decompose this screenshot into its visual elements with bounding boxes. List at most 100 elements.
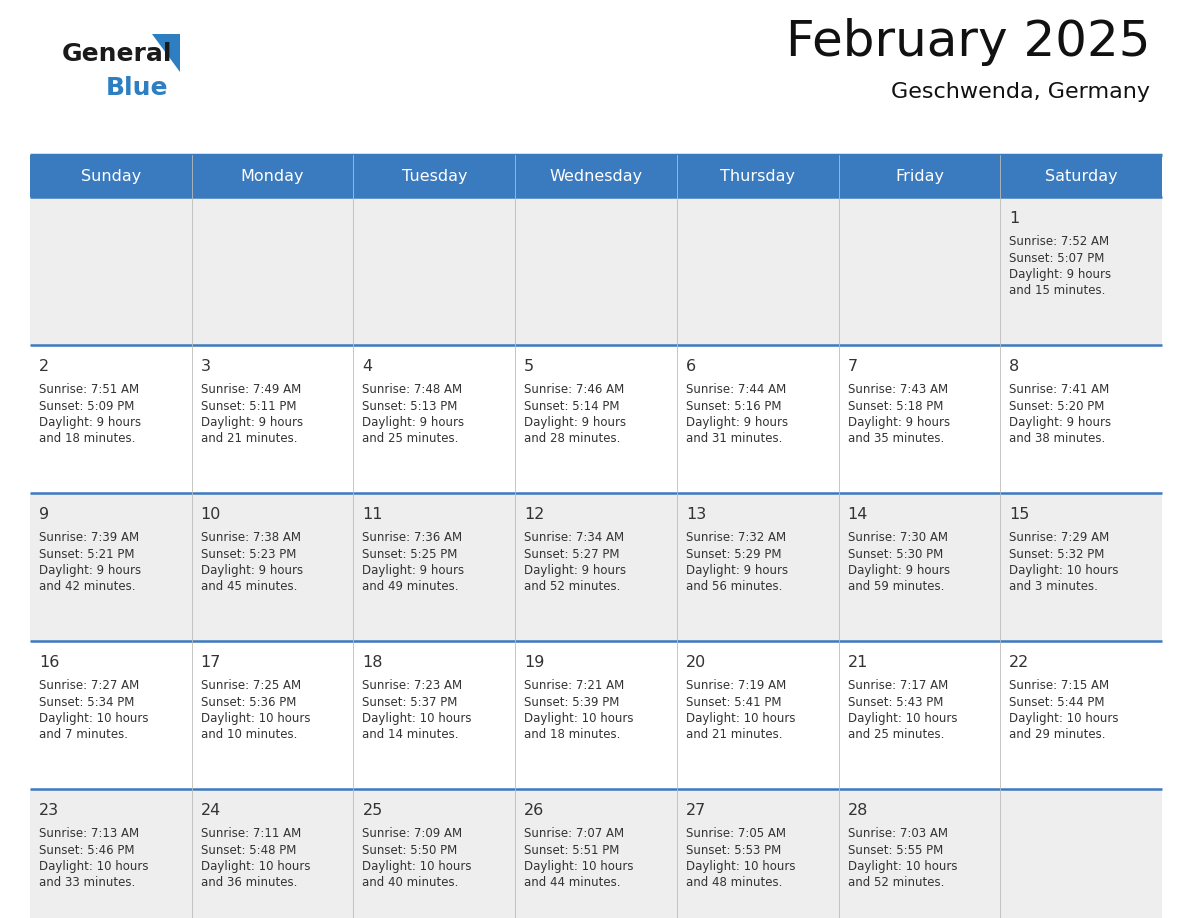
Text: Sunset: 5:20 PM: Sunset: 5:20 PM [1010,399,1105,412]
Text: Sunset: 5:51 PM: Sunset: 5:51 PM [524,844,619,856]
Text: Sunrise: 7:09 AM: Sunrise: 7:09 AM [362,827,462,840]
Text: 15: 15 [1010,507,1030,522]
Text: Daylight: 10 hours: Daylight: 10 hours [39,860,148,873]
Bar [30,197,1162,345]
Text: Sunrise: 7:44 AM: Sunrise: 7:44 AM [685,383,786,396]
Text: 8: 8 [1010,359,1019,374]
Bar [30,345,1162,493]
Text: Daylight: 10 hours: Daylight: 10 hours [847,712,958,725]
Text: and 21 minutes.: and 21 minutes. [685,729,783,742]
Text: Sunrise: 7:32 AM: Sunrise: 7:32 AM [685,531,786,544]
Text: and 40 minutes.: and 40 minutes. [362,877,459,890]
Text: Sunset: 5:39 PM: Sunset: 5:39 PM [524,696,619,709]
Text: 24: 24 [201,803,221,818]
Text: Daylight: 10 hours: Daylight: 10 hours [524,712,633,725]
Text: 20: 20 [685,655,706,670]
Text: and 18 minutes.: and 18 minutes. [39,432,135,445]
Text: Sunrise: 7:49 AM: Sunrise: 7:49 AM [201,383,301,396]
Text: Sunset: 5:41 PM: Sunset: 5:41 PM [685,696,782,709]
Text: Daylight: 9 hours: Daylight: 9 hours [362,416,465,429]
Text: 27: 27 [685,803,706,818]
Text: Daylight: 9 hours: Daylight: 9 hours [685,564,788,577]
Text: and 52 minutes.: and 52 minutes. [524,580,620,594]
Text: Sunset: 5:25 PM: Sunset: 5:25 PM [362,547,457,561]
Text: and 21 minutes.: and 21 minutes. [201,432,297,445]
Text: Sunset: 5:23 PM: Sunset: 5:23 PM [201,547,296,561]
Text: Sunrise: 7:07 AM: Sunrise: 7:07 AM [524,827,624,840]
Text: 1: 1 [1010,211,1019,226]
Text: Sunrise: 7:30 AM: Sunrise: 7:30 AM [847,531,948,544]
Text: Daylight: 10 hours: Daylight: 10 hours [1010,712,1119,725]
Text: Sunrise: 7:51 AM: Sunrise: 7:51 AM [39,383,139,396]
Text: Sunset: 5:13 PM: Sunset: 5:13 PM [362,399,457,412]
Text: 9: 9 [39,507,49,522]
Text: Sunrise: 7:34 AM: Sunrise: 7:34 AM [524,531,624,544]
Text: Sunset: 5:53 PM: Sunset: 5:53 PM [685,844,781,856]
Text: Daylight: 10 hours: Daylight: 10 hours [39,712,148,725]
Text: and 35 minutes.: and 35 minutes. [847,432,943,445]
Text: Monday: Monday [241,169,304,184]
Text: Sunset: 5:16 PM: Sunset: 5:16 PM [685,399,782,412]
Text: Sunset: 5:43 PM: Sunset: 5:43 PM [847,696,943,709]
Text: Sunrise: 7:23 AM: Sunrise: 7:23 AM [362,679,462,692]
Text: and 42 minutes.: and 42 minutes. [39,580,135,594]
Text: Daylight: 9 hours: Daylight: 9 hours [39,416,141,429]
Text: 16: 16 [39,655,59,670]
Text: Sunset: 5:29 PM: Sunset: 5:29 PM [685,547,782,561]
Text: and 44 minutes.: and 44 minutes. [524,877,620,890]
Text: Sunrise: 7:13 AM: Sunrise: 7:13 AM [39,827,139,840]
Bar [30,641,1162,789]
Text: Sunrise: 7:39 AM: Sunrise: 7:39 AM [39,531,139,544]
Text: Daylight: 10 hours: Daylight: 10 hours [685,860,795,873]
Text: and 48 minutes.: and 48 minutes. [685,877,782,890]
Text: Sunrise: 7:52 AM: Sunrise: 7:52 AM [1010,235,1110,248]
Text: and 52 minutes.: and 52 minutes. [847,877,944,890]
Text: Sunrise: 7:36 AM: Sunrise: 7:36 AM [362,531,462,544]
Text: and 45 minutes.: and 45 minutes. [201,580,297,594]
Text: Daylight: 10 hours: Daylight: 10 hours [201,712,310,725]
Text: 13: 13 [685,507,706,522]
Text: Sunrise: 7:21 AM: Sunrise: 7:21 AM [524,679,625,692]
Text: Sunrise: 7:38 AM: Sunrise: 7:38 AM [201,531,301,544]
Text: 23: 23 [39,803,59,818]
Text: and 56 minutes.: and 56 minutes. [685,580,782,594]
Text: Daylight: 10 hours: Daylight: 10 hours [1010,564,1119,577]
Text: and 25 minutes.: and 25 minutes. [362,432,459,445]
Text: Thursday: Thursday [720,169,795,184]
Text: 28: 28 [847,803,868,818]
Text: Daylight: 9 hours: Daylight: 9 hours [1010,268,1112,281]
Text: Sunrise: 7:11 AM: Sunrise: 7:11 AM [201,827,301,840]
Text: and 28 minutes.: and 28 minutes. [524,432,620,445]
Text: Daylight: 10 hours: Daylight: 10 hours [847,860,958,873]
Text: Sunset: 5:36 PM: Sunset: 5:36 PM [201,696,296,709]
Text: Sunrise: 7:41 AM: Sunrise: 7:41 AM [1010,383,1110,396]
Text: Sunrise: 7:19 AM: Sunrise: 7:19 AM [685,679,786,692]
Text: General: General [62,42,172,66]
Text: Sunset: 5:34 PM: Sunset: 5:34 PM [39,696,134,709]
Text: Sunset: 5:30 PM: Sunset: 5:30 PM [847,547,943,561]
Text: 10: 10 [201,507,221,522]
Text: and 14 minutes.: and 14 minutes. [362,729,459,742]
Text: Daylight: 10 hours: Daylight: 10 hours [524,860,633,873]
Text: and 15 minutes.: and 15 minutes. [1010,285,1106,297]
Text: Sunrise: 7:25 AM: Sunrise: 7:25 AM [201,679,301,692]
Text: Sunrise: 7:48 AM: Sunrise: 7:48 AM [362,383,462,396]
Text: Sunset: 5:27 PM: Sunset: 5:27 PM [524,547,620,561]
Text: Daylight: 10 hours: Daylight: 10 hours [201,860,310,873]
Text: 21: 21 [847,655,868,670]
Text: Daylight: 9 hours: Daylight: 9 hours [201,564,303,577]
Text: Sunset: 5:46 PM: Sunset: 5:46 PM [39,844,134,856]
Text: and 25 minutes.: and 25 minutes. [847,729,944,742]
Text: Wednesday: Wednesday [549,169,643,184]
Text: 17: 17 [201,655,221,670]
Text: Sunrise: 7:17 AM: Sunrise: 7:17 AM [847,679,948,692]
Text: Daylight: 10 hours: Daylight: 10 hours [362,712,472,725]
Text: Daylight: 10 hours: Daylight: 10 hours [685,712,795,725]
Text: Sunrise: 7:29 AM: Sunrise: 7:29 AM [1010,531,1110,544]
Text: Sunset: 5:09 PM: Sunset: 5:09 PM [39,399,134,412]
Text: Sunset: 5:55 PM: Sunset: 5:55 PM [847,844,943,856]
Text: 25: 25 [362,803,383,818]
Text: 7: 7 [847,359,858,374]
Text: Sunset: 5:07 PM: Sunset: 5:07 PM [1010,252,1105,264]
Text: and 7 minutes.: and 7 minutes. [39,729,128,742]
